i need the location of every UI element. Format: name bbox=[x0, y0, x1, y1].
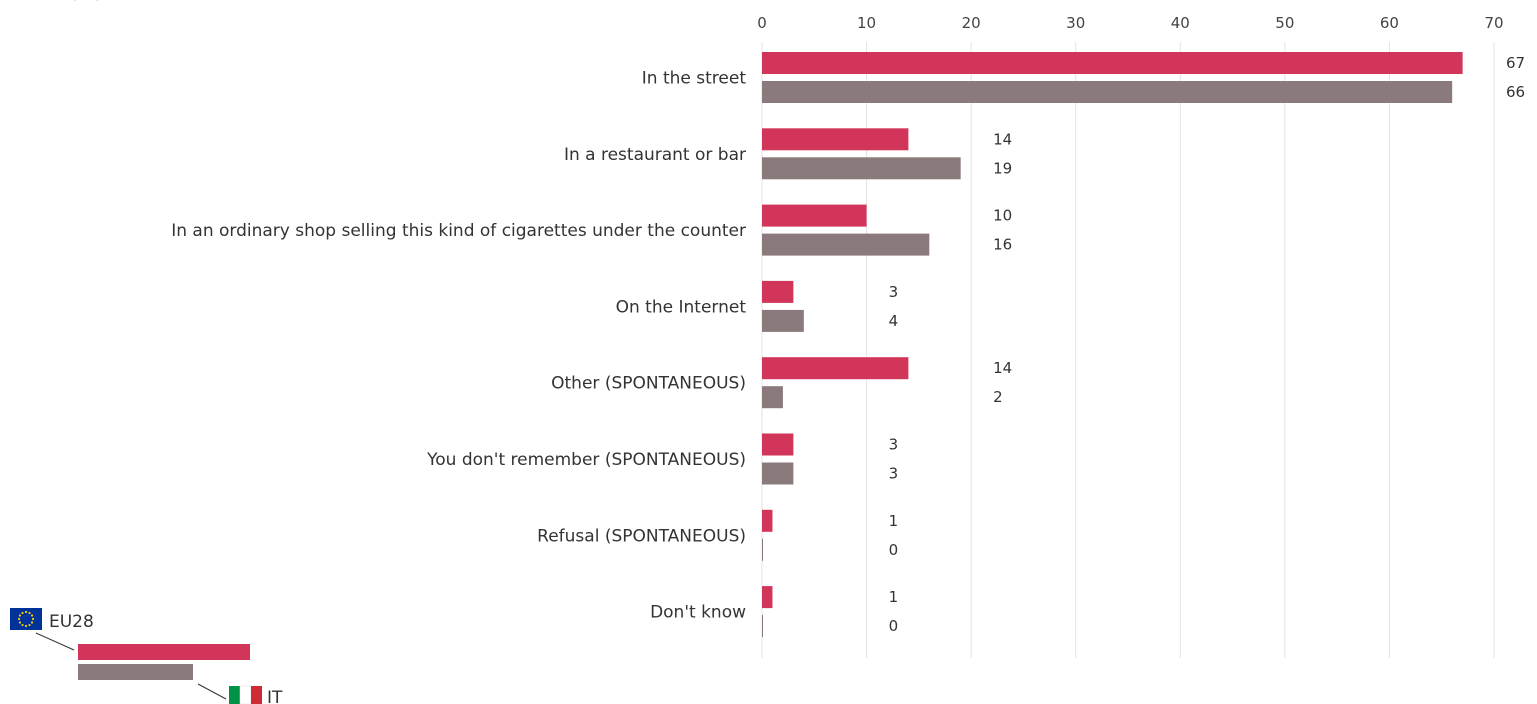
value-label-it: 0 bbox=[889, 617, 899, 635]
value-label-eu28: 3 bbox=[889, 436, 899, 454]
category-label: Refusal (SPONTANEOUS) bbox=[537, 526, 746, 546]
value-label-eu28: 14 bbox=[993, 359, 1012, 377]
bar-it-1 bbox=[762, 157, 961, 180]
eu-flag-icon bbox=[10, 608, 42, 630]
bar-it-4 bbox=[762, 386, 783, 409]
legend-leader-it bbox=[197, 683, 227, 700]
legend-leader-eu bbox=[35, 632, 75, 651]
x-tick-label: 0 bbox=[757, 14, 767, 32]
category-label: On the Internet bbox=[616, 297, 747, 317]
x-tick-label: 50 bbox=[1275, 14, 1294, 32]
x-tick-label: 70 bbox=[1484, 14, 1503, 32]
bar-it-0 bbox=[762, 81, 1453, 103]
bar-it-7 bbox=[762, 615, 763, 638]
value-label-eu28: 10 bbox=[993, 207, 1012, 225]
bar-eu28-2 bbox=[762, 204, 867, 227]
value-label-eu28: 3 bbox=[889, 283, 899, 301]
chart-title-fragment: (%) bbox=[70, 0, 103, 3]
x-axis-ticks: 0 10 20 30 40 50 60 70 bbox=[757, 14, 1503, 32]
category-label: In the street bbox=[642, 69, 747, 89]
category-label: Other (SPONTANEOUS) bbox=[551, 374, 746, 394]
value-label-eu28: 1 bbox=[889, 512, 899, 530]
x-tick-label: 60 bbox=[1380, 14, 1399, 32]
bars bbox=[762, 52, 1463, 638]
bar-eu28-4 bbox=[762, 357, 909, 380]
bar-it-5 bbox=[762, 462, 794, 485]
legend-swatch-it bbox=[78, 664, 193, 680]
category-label: You don't remember (SPONTANEOUS) bbox=[426, 450, 746, 470]
legend-label-eu28: EU28 bbox=[49, 612, 94, 632]
legend-label-it: IT bbox=[267, 688, 283, 704]
bar-eu28-6 bbox=[762, 509, 773, 532]
legend: EU28 IT bbox=[10, 608, 283, 704]
bar-it-2 bbox=[762, 233, 930, 256]
x-tick-label: 20 bbox=[962, 14, 981, 32]
value-label-it: 16 bbox=[993, 236, 1012, 254]
bar-eu28-5 bbox=[762, 433, 794, 456]
value-label-eu28: 1 bbox=[889, 588, 899, 606]
x-tick-label: 30 bbox=[1066, 14, 1085, 32]
bar-eu28-1 bbox=[762, 128, 909, 151]
italy-flag-icon bbox=[229, 685, 262, 704]
value-label-eu28: 14 bbox=[993, 130, 1012, 148]
value-label-it: 66 bbox=[1506, 83, 1525, 101]
value-label-it: 4 bbox=[889, 312, 899, 330]
x-tick-label: 10 bbox=[857, 14, 876, 32]
bar-eu28-7 bbox=[762, 586, 773, 609]
bar-it-3 bbox=[762, 309, 804, 332]
bar-it-6 bbox=[762, 538, 763, 561]
value-label-it: 0 bbox=[889, 541, 899, 559]
bar-eu28-0 bbox=[762, 52, 1463, 74]
category-labels: In the street In a restaurant or bar In an… bbox=[171, 69, 746, 623]
legend-swatch-eu28 bbox=[78, 644, 250, 660]
value-label-it: 19 bbox=[993, 159, 1012, 177]
value-label-it: 2 bbox=[993, 388, 1003, 406]
bar-eu28-3 bbox=[762, 280, 794, 303]
category-label: In a restaurant or bar bbox=[564, 145, 746, 165]
value-label-eu28: 67 bbox=[1506, 54, 1525, 72]
value-label-it: 3 bbox=[889, 465, 899, 483]
x-tick-label: 40 bbox=[1171, 14, 1190, 32]
category-label: In an ordinary shop selling this kind of… bbox=[171, 221, 746, 241]
category-label: Don't know bbox=[650, 603, 746, 623]
